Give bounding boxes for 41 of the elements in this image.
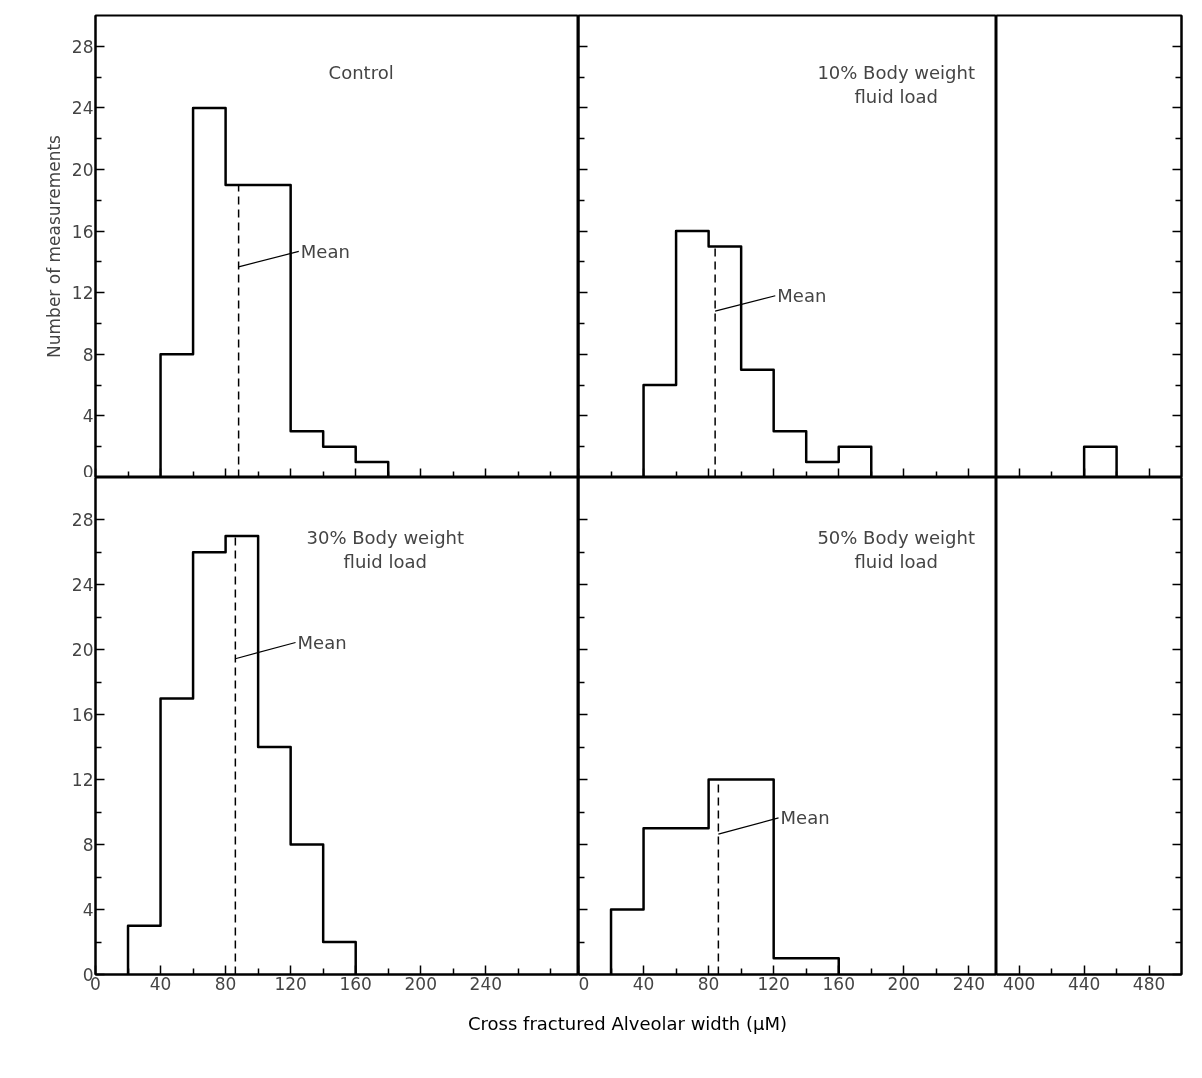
x-tick-label: 120	[757, 973, 790, 994]
y-tick-label: 8	[82, 835, 94, 856]
text: Control	[328, 61, 394, 83]
x-tick-label: 0	[578, 973, 590, 994]
y-tick-label: 20	[71, 160, 94, 180]
y-tick-label: 24	[71, 98, 94, 119]
y-tick-label: 28	[71, 36, 94, 57]
x-tick-label: 40	[632, 973, 655, 994]
x-tick-label: 80	[214, 973, 237, 994]
y-tick-label: 16	[71, 705, 94, 726]
y-tick-label: 4	[82, 406, 94, 427]
text: 10% Body weight fluid load	[817, 61, 975, 107]
x-tick-label: 440	[1067, 973, 1101, 994]
x-tick-label: 40	[149, 973, 172, 994]
y-tick-label: 24	[71, 575, 94, 596]
y-tick-label: 20	[71, 640, 94, 661]
text: 30% Body weight fluid load	[306, 527, 465, 573]
x-tick-label: 120	[274, 973, 307, 994]
ref-line-label: Mean	[777, 285, 827, 307]
y-tick-label: 12	[71, 283, 94, 304]
ref-line-label: Mean	[300, 240, 350, 262]
y-tick-label: 16	[71, 221, 94, 242]
y-axis-title: Number of measurements	[43, 134, 64, 358]
text: 50% Body weight fluid load	[817, 527, 975, 573]
x-tick-label: 80	[697, 973, 720, 994]
x-tick-label: 200	[404, 973, 437, 994]
ref-line-label: Mean	[297, 632, 347, 654]
x-tick-label: 240	[469, 973, 503, 994]
y-tick-label: 8	[82, 344, 94, 365]
ref-line-label: Mean	[780, 807, 830, 829]
x-tick-label: 160	[339, 973, 372, 994]
x-tick-label: 160	[822, 973, 855, 994]
x-tick-label: 240	[952, 973, 986, 994]
x-tick-label: 200	[887, 973, 921, 994]
x-axis-title: Cross fractured Alveolar width (μM)	[468, 1012, 787, 1036]
y-tick-label: 0	[82, 461, 94, 482]
x-tick-label: 400	[1003, 973, 1036, 994]
x-tick-label: 480	[1132, 973, 1166, 994]
y-tick-label: 12	[71, 770, 94, 791]
y-tick-label: 28	[71, 510, 94, 531]
y-tick-label: 4	[82, 900, 94, 921]
